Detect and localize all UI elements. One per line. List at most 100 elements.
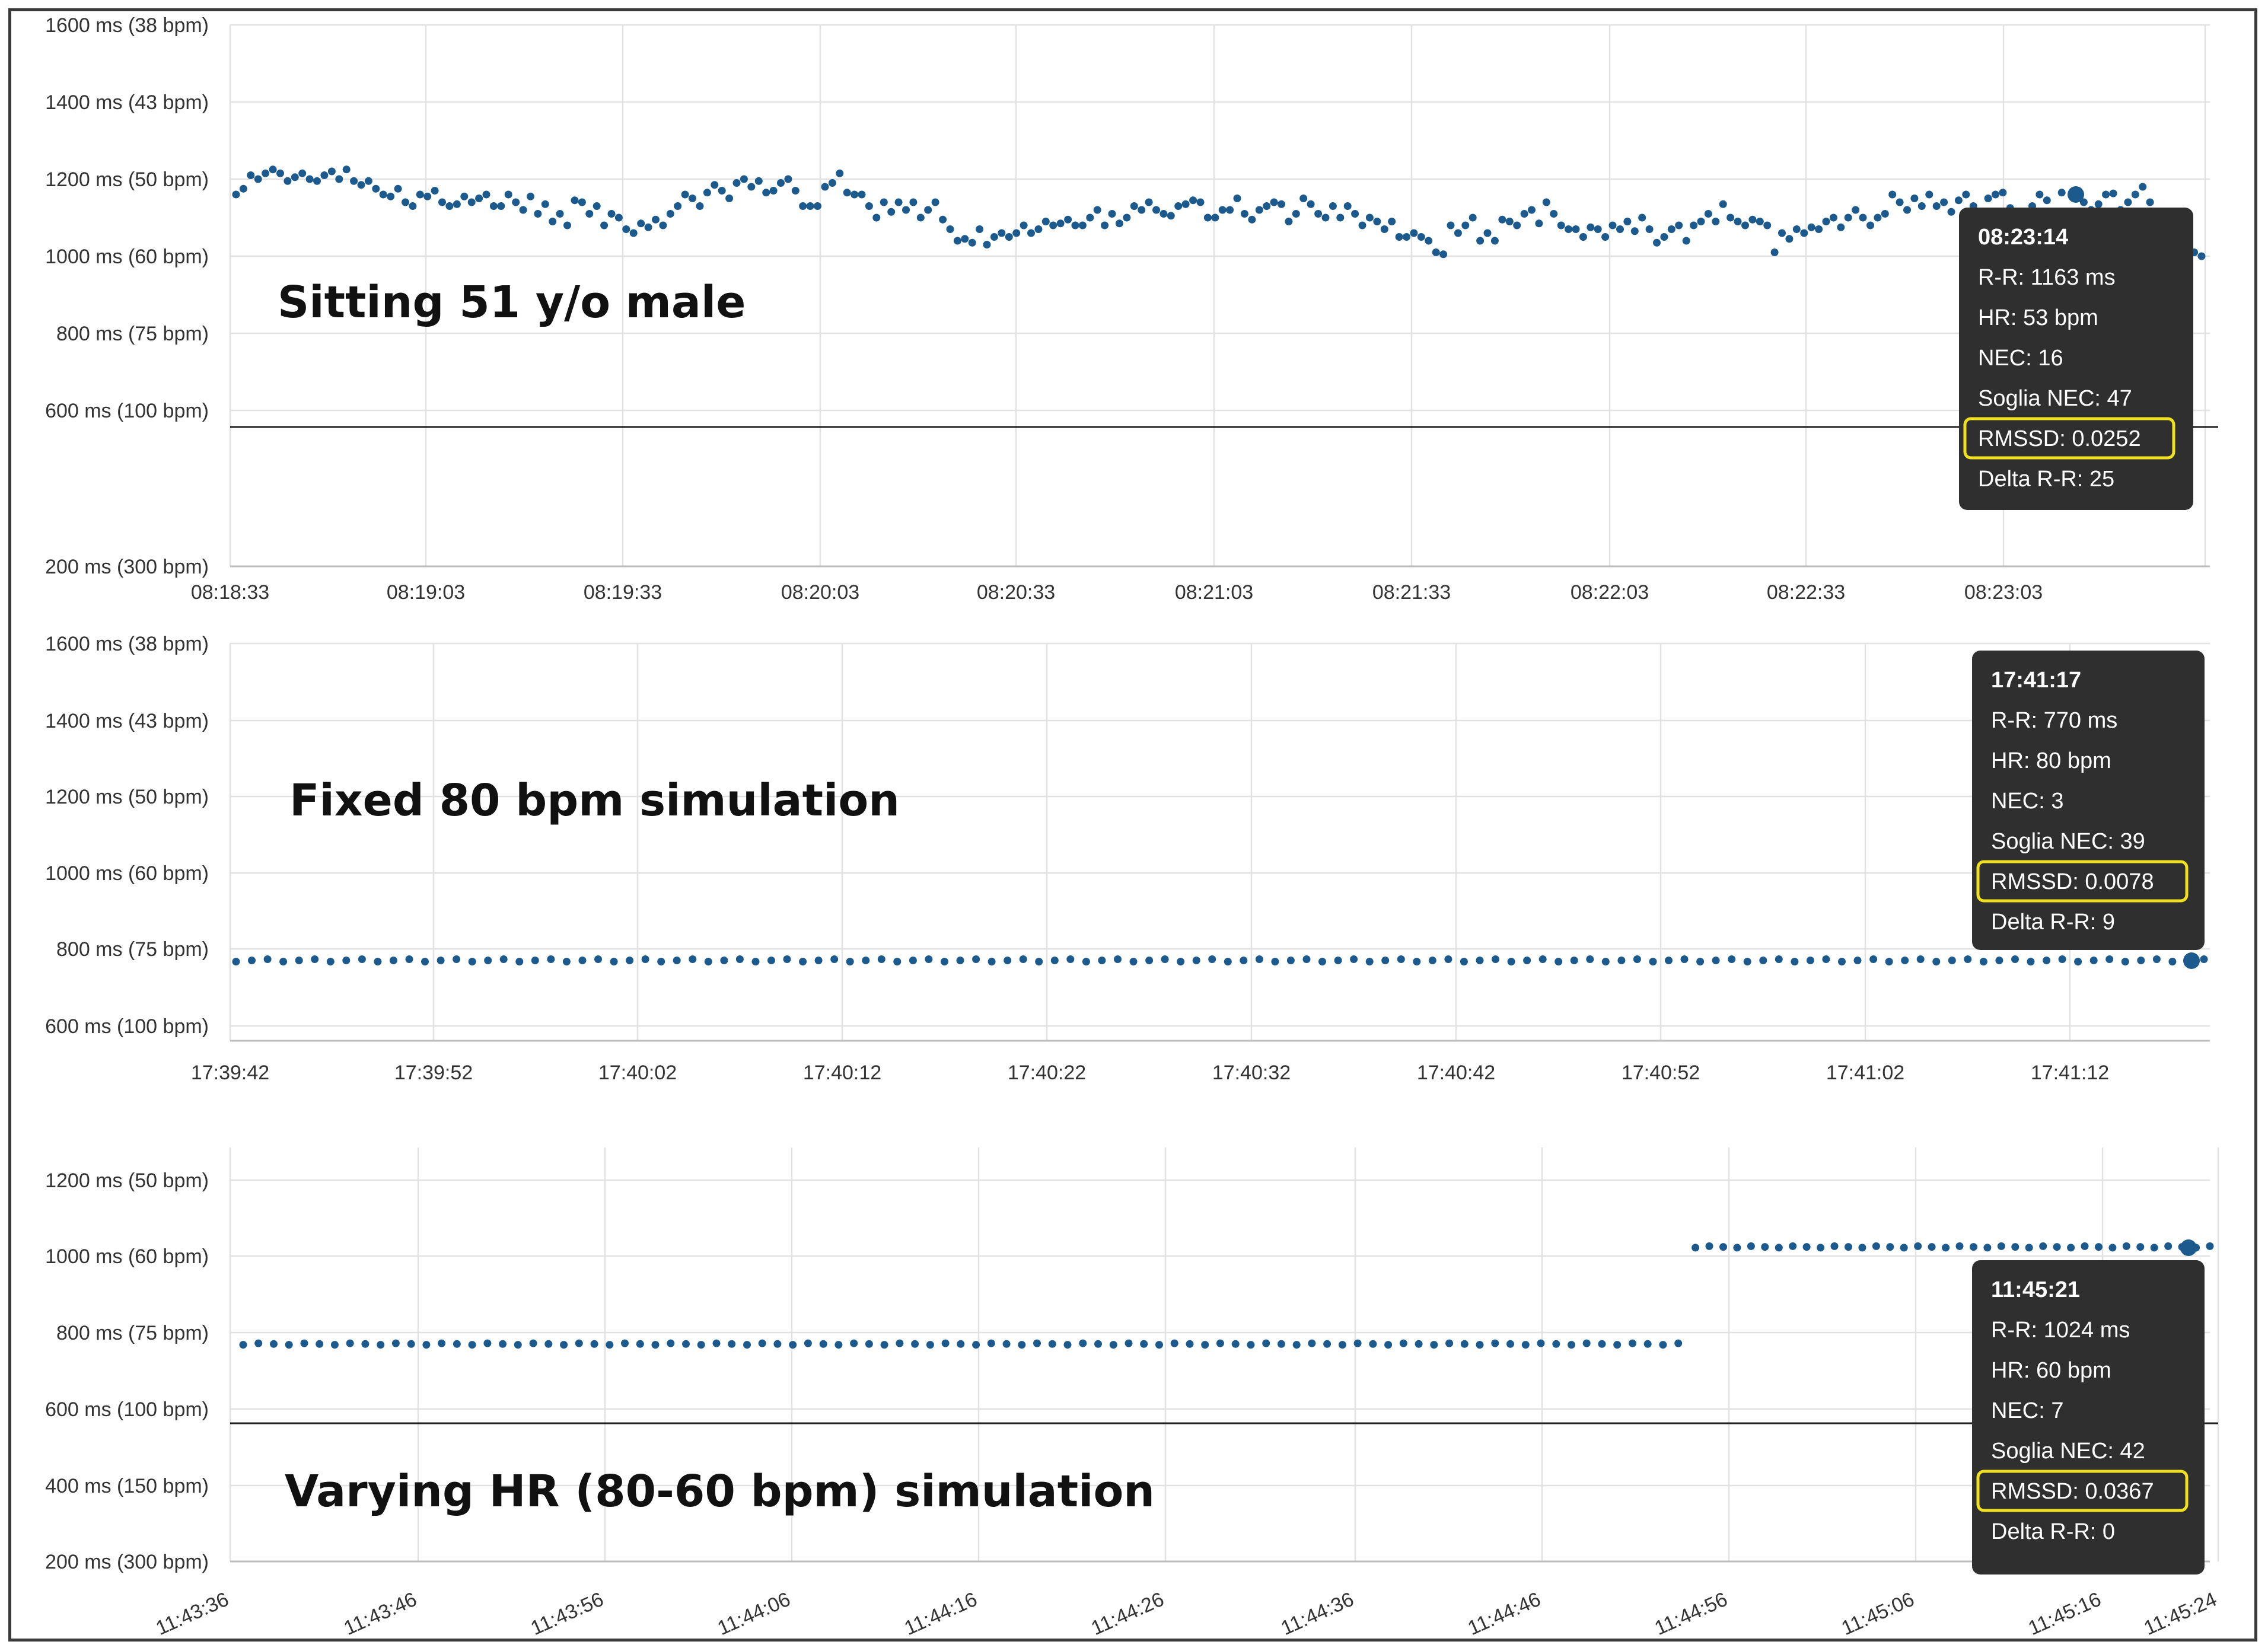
data-point: [2027, 958, 2035, 965]
data-point: [607, 210, 616, 218]
data-point: [767, 957, 775, 964]
data-point: [1208, 955, 1216, 963]
data-point: [2067, 1244, 2075, 1252]
data-point: [983, 241, 991, 248]
data-point: [858, 190, 866, 199]
data-point: [644, 223, 652, 231]
data-point: [1807, 223, 1815, 231]
data-point: [2057, 189, 2066, 197]
data-point: [467, 198, 476, 206]
data-point: [327, 167, 336, 176]
data-point: [1399, 1339, 1407, 1347]
data-point: [2152, 955, 2161, 963]
data-point: [1962, 190, 1970, 199]
data-point: [247, 171, 255, 179]
data-point: [407, 1340, 415, 1348]
x-tick-label: 08:22:03: [1571, 581, 1649, 604]
data-point: [483, 1339, 492, 1347]
data-point: [445, 202, 454, 210]
data-point: [1649, 958, 1657, 965]
data-point: [1572, 225, 1580, 233]
data-point: [364, 177, 372, 185]
data-point: [1066, 955, 1075, 963]
data-point: [743, 1341, 751, 1349]
x-tick-label: 08:20:33: [977, 581, 1055, 604]
data-point: [819, 1340, 827, 1348]
highlighted-point: [2180, 1239, 2197, 1256]
data-point: [893, 958, 902, 965]
data-point: [1108, 210, 1116, 218]
y-tick-label: 800 ms (75 bpm): [56, 1322, 209, 1344]
tooltip-row: HR: 53 bpm: [1978, 305, 2098, 330]
data-point: [1358, 221, 1366, 230]
data-point: [1942, 1244, 1950, 1252]
x-tick-label: 11:43:46: [340, 1588, 420, 1640]
data-point: [389, 957, 397, 964]
data-point: [1761, 1243, 1769, 1251]
data-point: [1704, 210, 1712, 218]
data-point: [2108, 1244, 2117, 1252]
data-point: [263, 955, 272, 963]
data-point: [799, 202, 807, 210]
data-point: [2011, 955, 2019, 963]
data-point: [1161, 955, 1169, 963]
data-point: [941, 1339, 950, 1347]
data-point: [2089, 957, 2098, 964]
data-point: [423, 192, 432, 200]
x-tick-label: 17:41:12: [2031, 1062, 2109, 1084]
data-point: [422, 1341, 431, 1349]
data-point: [674, 202, 682, 210]
data-point: [1594, 225, 1602, 233]
data-point: [657, 958, 665, 965]
data-point: [1018, 1341, 1026, 1349]
data-point: [594, 955, 602, 963]
data-point: [270, 1340, 278, 1348]
data-point: [1130, 202, 1138, 210]
y-tick-label: 1200 ms (50 bpm): [45, 786, 209, 808]
tooltip-row: HR: 80 bpm: [1991, 748, 2111, 773]
data-point: [1874, 213, 1882, 222]
data-point: [1999, 189, 2007, 197]
data-point: [1094, 1340, 1102, 1348]
data-point: [725, 195, 734, 202]
data-point: [453, 1340, 461, 1348]
x-tick-label: 11:45:06: [1838, 1588, 1917, 1640]
data-point: [1872, 1242, 1880, 1250]
data-point: [791, 187, 799, 195]
tooltip-box: [1959, 208, 2193, 510]
data-point: [1381, 957, 1390, 964]
data-point: [377, 1341, 385, 1349]
data-point: [629, 229, 638, 237]
data-point: [2053, 1243, 2061, 1251]
data-point: [1498, 215, 1506, 224]
data-point: [2200, 955, 2208, 963]
data-point: [689, 955, 697, 963]
data-point: [1395, 233, 1403, 241]
data-point: [814, 202, 821, 210]
data-point: [279, 958, 288, 965]
data-point: [1369, 1340, 1377, 1348]
data-point: [499, 955, 508, 963]
data-point: [527, 192, 534, 200]
data-point: [2121, 958, 2129, 965]
data-point: [1082, 958, 1090, 965]
tooltip-row: RMSSD: 0.0078: [1991, 869, 2154, 894]
data-point: [1351, 210, 1359, 218]
panel-annotation: Fixed 80 bpm simulation: [289, 775, 900, 826]
data-point: [1858, 1244, 1866, 1252]
data-point: [402, 198, 409, 206]
data-point: [1763, 221, 1772, 230]
data-point: [1947, 208, 1955, 216]
data-point: [968, 238, 976, 247]
x-tick-label: 08:21:33: [1372, 581, 1451, 604]
tooltip-row: NEC: 7: [1991, 1398, 2063, 1423]
data-point: [1734, 218, 1742, 225]
data-point: [1659, 1341, 1667, 1349]
data-point: [313, 177, 321, 185]
data-point: [311, 955, 319, 963]
data-point: [1712, 957, 1720, 964]
data-point: [777, 179, 785, 187]
data-point: [346, 1339, 354, 1347]
data-point: [821, 183, 829, 191]
data-point: [1674, 1339, 1683, 1347]
